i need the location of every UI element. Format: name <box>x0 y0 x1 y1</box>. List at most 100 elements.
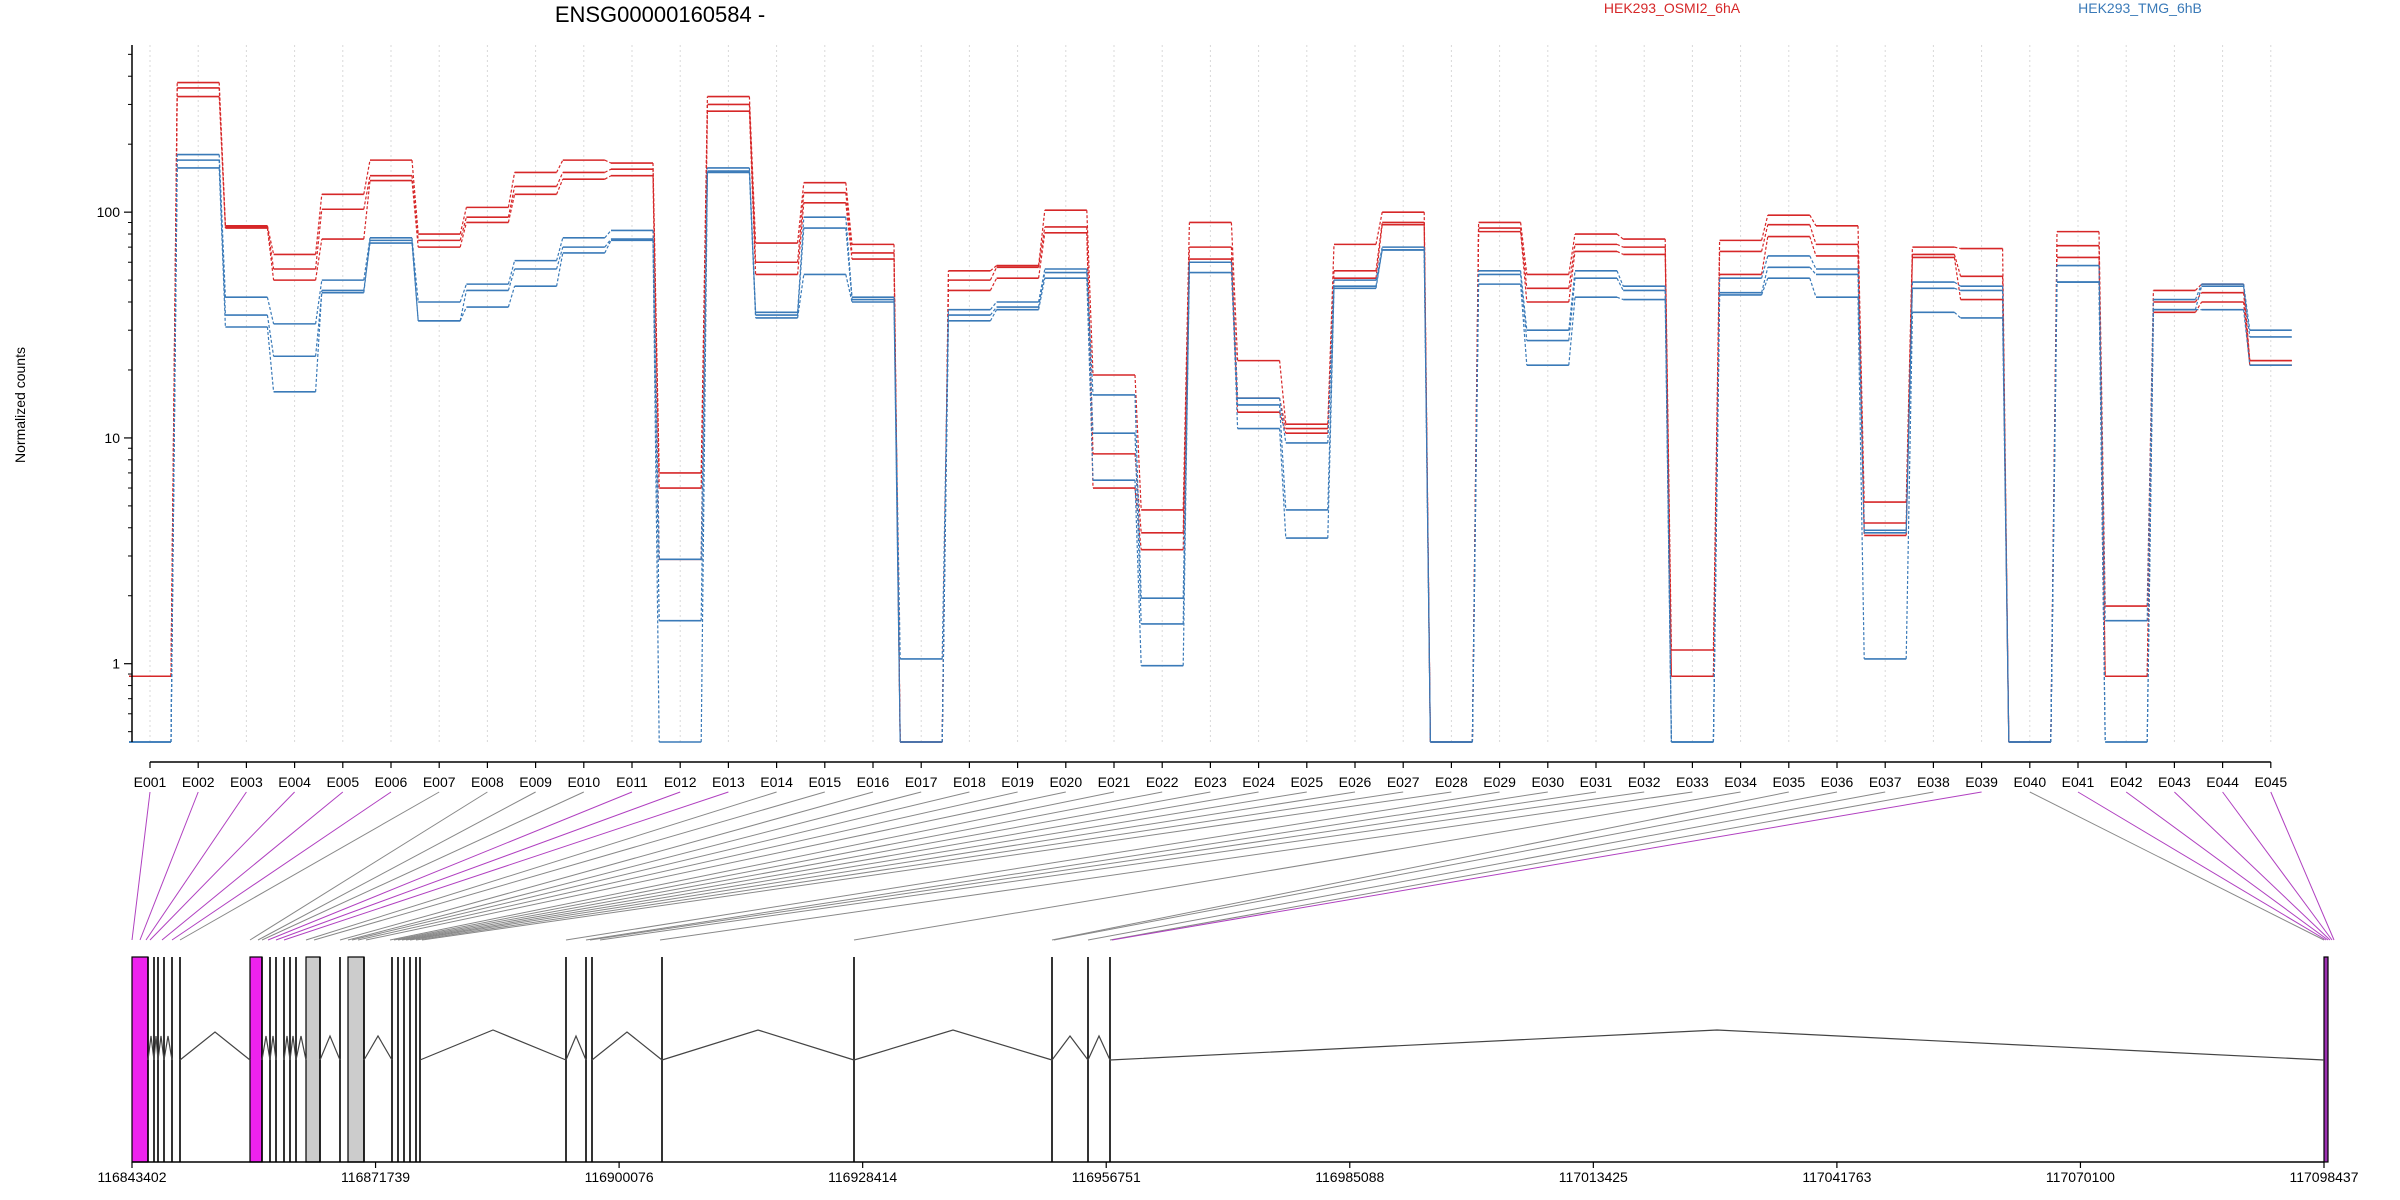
series-connector <box>893 299 901 743</box>
series-connector <box>1616 233 1624 240</box>
legend-entry-osmi2: HEK293_OSMI2_6hA <box>1604 0 1741 16</box>
series-connector <box>2050 282 2058 743</box>
series-connector <box>507 186 516 218</box>
series-connector <box>556 159 564 173</box>
series-connector <box>1471 284 1480 743</box>
series-connector <box>989 301 998 311</box>
x-tick-label: E027 <box>1387 774 1420 790</box>
series-connector <box>507 194 516 223</box>
x-tick-label: E040 <box>2013 774 2046 790</box>
intron-line <box>363 1034 393 1061</box>
series-connector <box>1761 267 1769 293</box>
x-tick-label: E008 <box>471 774 504 790</box>
exon-connector <box>139 791 199 941</box>
series-connector <box>315 280 323 324</box>
series-connector <box>411 180 419 248</box>
series-connector <box>315 292 323 357</box>
series-connector <box>1568 251 1576 303</box>
x-tick-label: E015 <box>808 774 841 790</box>
intron-line <box>319 1034 341 1061</box>
series-connector <box>1134 433 1142 624</box>
x-tick-label: E039 <box>1965 774 1998 790</box>
intron-line <box>591 1031 663 1061</box>
series-connector <box>1134 394 1142 599</box>
series-connector <box>1954 246 1961 250</box>
exon-connector <box>145 791 247 941</box>
series-connector <box>411 160 419 235</box>
intron-line <box>269 1035 277 1061</box>
x-tick-label: E022 <box>1146 774 1179 790</box>
series-connector <box>266 326 275 392</box>
intron-line <box>153 1035 159 1061</box>
series-connector <box>1761 214 1769 241</box>
x-tick-label: E016 <box>857 774 890 790</box>
genomic-tick-label: 117070100 <box>2046 1169 2115 1185</box>
series-connector <box>1038 278 1046 310</box>
series-connector <box>652 169 660 489</box>
series-connector <box>1375 249 1383 289</box>
series-connector <box>1761 277 1769 296</box>
series-connector <box>797 182 805 244</box>
intron-line <box>295 1035 307 1061</box>
exon-connector <box>415 791 1404 941</box>
x-tick-label: E033 <box>1676 774 1709 790</box>
series-connector <box>363 175 371 210</box>
series-connector <box>1520 284 1528 366</box>
series-connector <box>556 178 564 195</box>
series-connector <box>1423 249 1431 743</box>
series-connector <box>266 297 275 325</box>
series-connector <box>652 240 660 743</box>
intron-line <box>147 1035 155 1061</box>
exon-connector <box>149 791 295 941</box>
series-connector <box>315 290 323 392</box>
x-tick-label: E002 <box>182 774 215 790</box>
series-connector <box>1664 254 1672 677</box>
series-connector <box>1905 282 1913 531</box>
exon-block <box>305 956 321 1163</box>
series-connector <box>1134 374 1142 510</box>
x-tick-label: E036 <box>1821 774 1854 790</box>
x-tick-label: E030 <box>1531 774 1564 790</box>
series-connector <box>1954 287 1961 292</box>
series-connector <box>893 301 901 743</box>
series-connector <box>1809 277 1817 298</box>
series-connector <box>1857 255 1865 536</box>
x-tick-label: E041 <box>2062 774 2095 790</box>
series-connector <box>363 240 371 293</box>
series-connector <box>2194 286 2203 310</box>
series-connector <box>363 242 371 291</box>
x-tick-label: E044 <box>2206 774 2239 790</box>
intron-line <box>565 1034 587 1061</box>
exon-connector <box>389 791 1115 941</box>
series-connector <box>1953 311 1962 319</box>
exon-connector <box>171 791 392 941</box>
exon-block <box>347 956 365 1163</box>
x-tick-label: E012 <box>664 774 697 790</box>
exon-connector <box>405 791 1307 941</box>
series-connector <box>2194 301 2203 313</box>
exon-connector <box>589 791 1597 941</box>
intron-line <box>163 1035 173 1061</box>
series-connector <box>1279 360 1287 425</box>
x-tick-label: E013 <box>712 774 745 790</box>
exon-connector <box>161 791 344 941</box>
exon-connector <box>1109 791 1934 941</box>
intron-line <box>283 1035 291 1061</box>
series-connector <box>1568 233 1576 275</box>
x-tick-label: E011 <box>616 774 648 790</box>
series-connector <box>1038 226 1046 268</box>
exon-connector <box>313 791 825 941</box>
series-connector <box>507 172 516 208</box>
exon-connector <box>599 791 1645 941</box>
series-connector <box>1134 480 1142 666</box>
x-tick-label: E035 <box>1772 774 1805 790</box>
exon-connector <box>585 791 1548 941</box>
x-tick-label: E026 <box>1339 774 1372 790</box>
series-connector <box>845 182 853 245</box>
series-connector <box>748 111 757 275</box>
genomic-tick-label: 116843402 <box>97 1169 166 1185</box>
series-connector <box>1182 262 1190 666</box>
intron-line <box>419 1029 567 1061</box>
series-connector <box>1038 272 1046 308</box>
